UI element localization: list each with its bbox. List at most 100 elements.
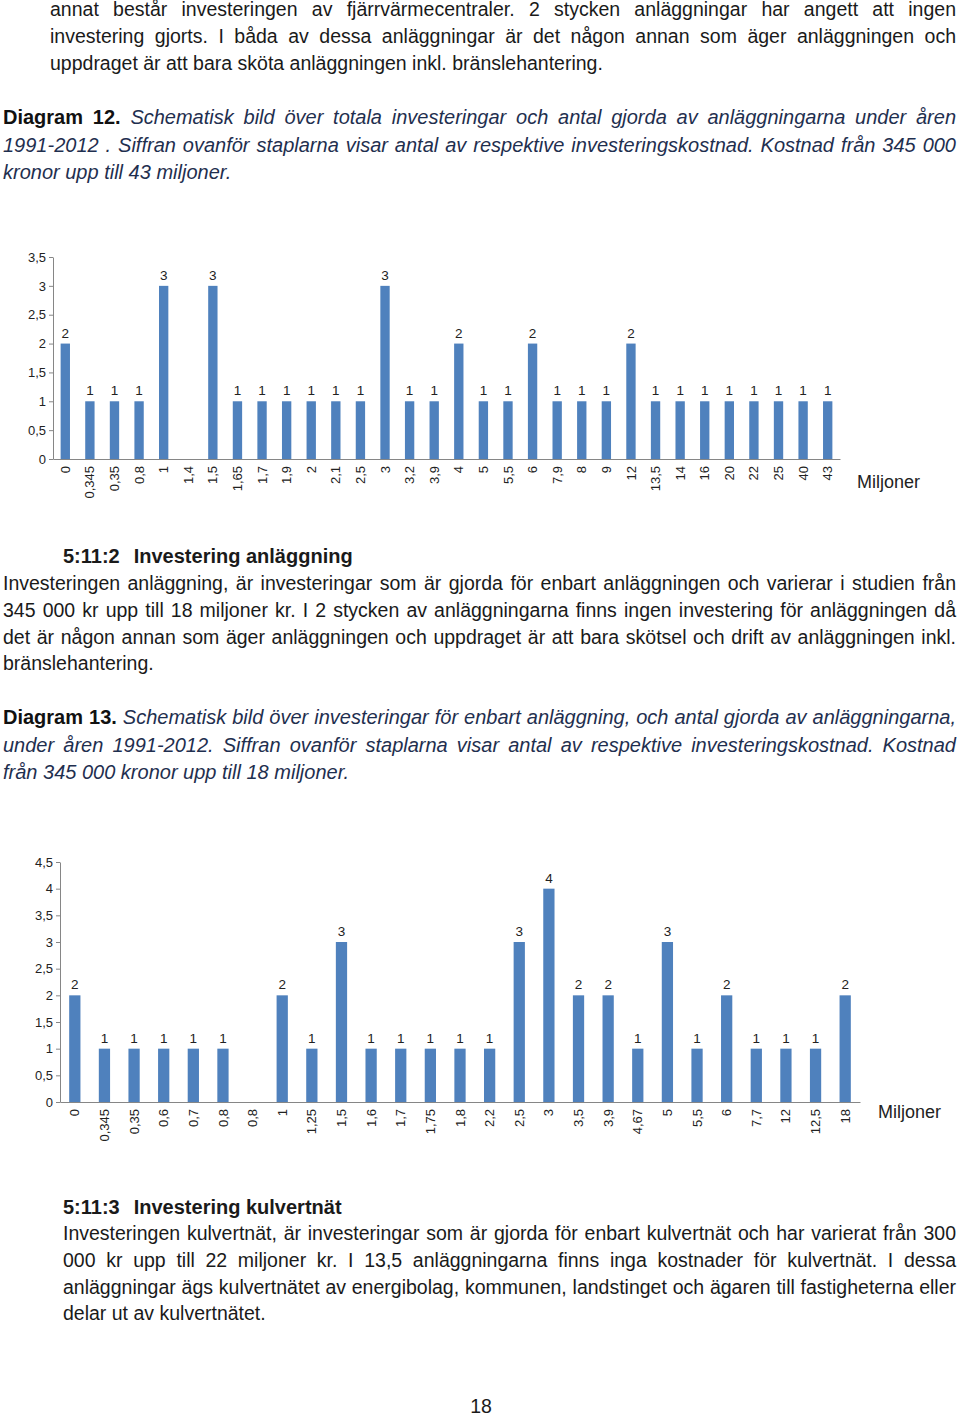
x-axis-line <box>61 1102 861 1103</box>
data-label: 1 <box>190 1031 198 1046</box>
data-label: 1 <box>480 383 488 398</box>
bar <box>602 401 611 459</box>
y-tick-label: 0,5 <box>35 1068 53 1083</box>
y-tick: 3 <box>39 279 53 294</box>
data-label: 2 <box>604 977 612 992</box>
page-number: 18 <box>0 1393 960 1417</box>
bar <box>134 401 143 459</box>
x-tick: 0,345 <box>82 466 97 499</box>
y-tick-label: 2,5 <box>35 961 53 976</box>
x-tick: 25 <box>771 466 786 480</box>
x-tick-label: 0,8 <box>132 466 147 484</box>
data-label: 1 <box>726 383 734 398</box>
data-label: 3 <box>160 268 168 283</box>
x-tick: 3,2 <box>402 466 417 484</box>
x-tick-label: 1,65 <box>230 466 245 491</box>
bar <box>691 1049 702 1102</box>
data-label: 1 <box>486 1031 494 1046</box>
data-label: 3 <box>664 924 672 939</box>
y-tick: 4 <box>46 881 60 896</box>
y-axis: 00,511,522,533,5 <box>28 250 54 467</box>
bar <box>159 286 168 459</box>
paragraph-text: annat består investeringen av fjärrvärme… <box>50 0 956 74</box>
x-tick: 3 <box>378 466 393 473</box>
y-tick-label: 0 <box>39 452 46 467</box>
x-tick-label: 0 <box>58 466 73 473</box>
data-label: 1 <box>701 383 709 398</box>
data-label: 4 <box>545 871 553 886</box>
y-tick: 2 <box>39 336 53 351</box>
data-label: 1 <box>504 383 512 398</box>
x-tick: 0,345 <box>97 1109 112 1142</box>
x-tick-label: 7,7 <box>749 1109 764 1127</box>
y-tick-mark <box>56 915 60 916</box>
y-tick-label: 4 <box>46 881 53 896</box>
x-tick-label: 22 <box>746 466 761 480</box>
x-tick: 7,7 <box>749 1109 764 1127</box>
y-tick-mark <box>49 430 53 431</box>
x-tick-label: 20 <box>722 466 737 480</box>
data-label: 1 <box>357 383 365 398</box>
section-heading: 5:11:3Investering kulvertnät <box>63 1194 342 1221</box>
x-tick-label: 1,7 <box>393 1109 408 1127</box>
x-tick-label: 16 <box>697 466 712 480</box>
bar <box>110 401 119 459</box>
bar <box>626 344 635 459</box>
bar <box>257 401 266 459</box>
data-label: 2 <box>841 977 849 992</box>
bar-chart: 00,511,522,533,544,500,3450,350,60,70,80… <box>0 850 960 1170</box>
plot: 00,511,522,533,500,3450,350,811,41,51,65… <box>28 250 841 499</box>
y-tick-mark <box>56 1049 60 1050</box>
data-label: 1 <box>135 383 143 398</box>
y-tick-mark <box>56 942 60 943</box>
x-tick-label: 5,5 <box>501 466 516 484</box>
x-tick-label: 1,75 <box>423 1109 438 1134</box>
x-tick-label: 13,5 <box>648 466 663 491</box>
x-tick-label: 3,9 <box>427 466 442 484</box>
data-label: 2 <box>278 977 286 992</box>
bar <box>356 401 365 459</box>
data-label: 1 <box>427 1031 435 1046</box>
y-tick-label: 4,5 <box>35 855 53 870</box>
bar <box>208 286 217 459</box>
bar <box>128 1049 139 1102</box>
bar <box>725 401 734 459</box>
data-label: 3 <box>516 924 524 939</box>
x-tick: 4 <box>451 466 466 473</box>
section-number: 5:11:3 <box>63 1196 120 1218</box>
x-axis-title: Miljoner <box>878 1102 941 1122</box>
data-label: 1 <box>634 1031 642 1046</box>
caption-text: Schematisk bild över investeringar för e… <box>3 706 956 783</box>
data-label: 1 <box>430 383 438 398</box>
data-label: 2 <box>529 326 537 341</box>
caption-label: Diagram 13. <box>3 706 117 728</box>
bar <box>632 1049 643 1102</box>
x-tick: 6 <box>525 466 540 473</box>
x-tick: 0,35 <box>107 466 122 491</box>
data-label: 1 <box>101 1031 109 1046</box>
y-tick-mark <box>49 372 53 373</box>
x-tick-label: 4,67 <box>630 1109 645 1134</box>
page-number-text: 18 <box>470 1395 492 1417</box>
bar <box>430 401 439 459</box>
x-tick-label: 14 <box>673 466 688 480</box>
x-tick-label: 2,5 <box>353 466 368 484</box>
x-tick-label: 5 <box>476 466 491 473</box>
x-tick-label: 3,2 <box>402 466 417 484</box>
y-tick-mark <box>56 995 60 996</box>
y-tick: 0,5 <box>28 423 53 438</box>
x-tick-label: 1 <box>156 466 171 473</box>
data-label: 2 <box>455 326 463 341</box>
x-tick-label: 3,5 <box>571 1109 586 1127</box>
bar <box>282 401 291 459</box>
bars <box>61 286 833 459</box>
x-tick: 16 <box>697 466 712 480</box>
bar <box>543 889 554 1102</box>
x-tick-label: 2 <box>304 466 319 473</box>
x-tick-label: 0,8 <box>216 1109 231 1127</box>
x-tick: 1,5 <box>334 1109 349 1127</box>
y-tick-mark <box>49 401 53 402</box>
x-tick: 12 <box>624 466 639 480</box>
x-tick-label: 1,25 <box>304 1109 319 1134</box>
x-tick-label: 3 <box>378 466 393 473</box>
